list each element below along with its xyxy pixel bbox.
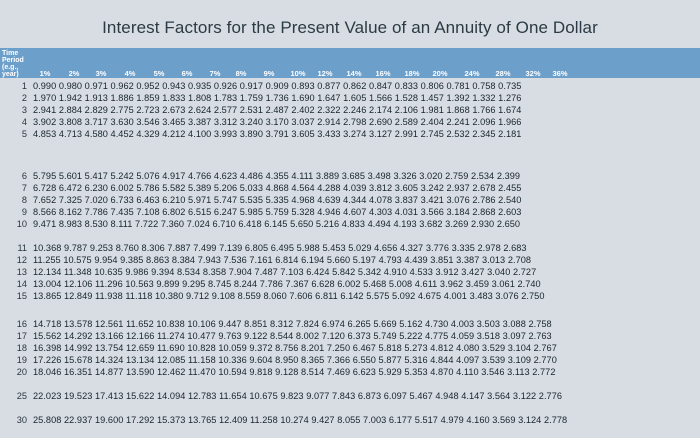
period-number: 11 bbox=[17, 243, 27, 253]
period-number: 9 bbox=[21, 207, 27, 217]
row-factor-values: 12.134 11.348 10.635 9.986 9.394 8.534 8… bbox=[33, 267, 537, 277]
table-row: 5 4.853 4.713 4.580 4.452 4.329 4.212 4.1… bbox=[0, 128, 700, 140]
table-row: 19 17.226 15.678 14.324 13.134 12.085 11.… bbox=[0, 354, 700, 366]
table-row: 20 18.046 16.351 14.877 13.590 12.462 11.… bbox=[0, 366, 700, 378]
period-number: 12 bbox=[16, 255, 27, 265]
period-number: 5 bbox=[21, 129, 27, 139]
page-title: Interest Factors for the Present Value o… bbox=[102, 18, 598, 37]
period-number: 10 bbox=[16, 219, 27, 229]
table-row: 13 12.134 11.348 10.635 9.986 9.394 8.534… bbox=[0, 266, 700, 278]
period-number: 8 bbox=[21, 195, 27, 205]
period-number: 18 bbox=[16, 343, 27, 353]
row-factor-values: 5.795 5.601 5.417 5.242 5.076 4.917 4.76… bbox=[33, 171, 521, 181]
row-factor-values: 22.023 19.523 17.413 15.622 14.094 12.78… bbox=[33, 391, 563, 401]
row-factor-values: 1.970 1.942 1.913 1.886 1.859 1.833 1.80… bbox=[33, 93, 522, 103]
period-number: 19 bbox=[16, 355, 27, 365]
rate-column-header: 28% bbox=[495, 69, 511, 78]
rate-column-header: 12% bbox=[317, 69, 333, 78]
row-factor-values: 15.562 14.292 13.166 12.166 11.274 10.47… bbox=[33, 331, 552, 341]
row-factor-values: 11.255 10.575 9.954 9.385 8.863 8.384 7.… bbox=[33, 255, 532, 265]
table-row: 16 14.718 13.578 12.561 11.652 10.838 10.… bbox=[0, 318, 700, 330]
period-number: 16 bbox=[16, 319, 27, 329]
row-factor-values: 3.902 3.808 3.717 3.630 3.546 3.465 3.38… bbox=[33, 117, 522, 127]
rate-column-header: 5% bbox=[153, 69, 165, 78]
row-factor-values: 7.652 7.325 7.020 6.733 6.463 6.210 5.97… bbox=[33, 195, 522, 205]
rate-column-header: 32% bbox=[525, 69, 541, 78]
row-factor-values: 0.990 0.980 0.971 0.962 0.952 0.943 0.93… bbox=[33, 81, 522, 91]
period-number: 3 bbox=[21, 105, 27, 115]
period-number: 14 bbox=[16, 279, 27, 289]
row-factor-values: 13.865 12.849 11.938 11.118 10.380 9.712… bbox=[33, 291, 545, 301]
table-row: 8 7.652 7.325 7.020 6.733 6.463 6.210 5.9… bbox=[0, 194, 700, 206]
table-row: 18 16.398 14.992 13.754 12.659 11.690 10.… bbox=[0, 342, 700, 354]
rate-column-header: 16% bbox=[375, 69, 391, 78]
rate-column-header: 3% bbox=[95, 69, 107, 78]
table-row: 25 22.023 19.523 17.413 15.622 14.094 12.… bbox=[0, 390, 700, 402]
rate-column-header: 8% bbox=[235, 69, 247, 78]
period-number: 17 bbox=[16, 331, 27, 341]
table-row: 30 25.808 22.937 19.600 17.292 15.373 13.… bbox=[0, 414, 700, 426]
period-number: 1 bbox=[21, 81, 27, 91]
table-row: 11 10.368 9.787 9.253 8.760 8.306 7.887 7… bbox=[0, 242, 700, 254]
row-factor-values: 9.471 8.983 8.530 8.111 7.722 7.360 7.02… bbox=[33, 219, 521, 229]
period-number: 4 bbox=[21, 117, 27, 127]
row-factor-values: 4.853 4.713 4.580 4.452 4.329 4.212 4.10… bbox=[33, 129, 522, 139]
period-number: 13 bbox=[16, 267, 27, 277]
row-factor-values: 17.226 15.678 14.324 13.134 12.085 11.15… bbox=[33, 355, 557, 365]
period-number: 2 bbox=[21, 93, 27, 103]
table-row: 14 13.004 12.106 11.296 10.563 9.899 9.29… bbox=[0, 278, 700, 290]
period-number: 30 bbox=[16, 415, 27, 425]
row-factor-values: 18.046 16.351 14.877 13.590 12.462 11.47… bbox=[33, 367, 556, 377]
table-row: 2 1.970 1.942 1.913 1.886 1.859 1.833 1.8… bbox=[0, 92, 700, 104]
rate-column-header: 2% bbox=[68, 69, 80, 78]
rate-column-header: 6% bbox=[181, 69, 193, 78]
row-factor-values: 14.718 13.578 12.561 11.652 10.838 10.10… bbox=[33, 319, 552, 329]
time-period-label: Time Period (e.g., year) bbox=[2, 50, 36, 78]
table-row: 1 0.990 0.980 0.971 0.962 0.952 0.943 0.9… bbox=[0, 80, 700, 92]
table-row: 4 3.902 3.808 3.717 3.630 3.546 3.465 3.3… bbox=[0, 116, 700, 128]
period-number: 20 bbox=[16, 367, 27, 377]
rate-column-header: 10% bbox=[290, 69, 306, 78]
table-row: 17 15.562 14.292 13.166 12.166 11.274 10.… bbox=[0, 330, 700, 342]
row-factor-values: 10.368 9.787 9.253 8.760 8.306 7.887 7.4… bbox=[33, 243, 527, 253]
period-label-line: (e.g., bbox=[2, 64, 19, 71]
rate-column-header: 14% bbox=[346, 69, 362, 78]
rate-column-header: 36% bbox=[552, 69, 568, 78]
table-row: 10 9.471 8.983 8.530 8.111 7.722 7.360 7.… bbox=[0, 218, 700, 230]
rate-column-header: 1% bbox=[39, 69, 51, 78]
rate-column-header: 24% bbox=[464, 69, 480, 78]
table-row: 15 13.865 12.849 11.938 11.118 10.380 9.7… bbox=[0, 290, 700, 302]
rate-column-headers: 1% 2% 3% 4% 5% 6% 7% 8% 9% 10% 12% 14% 16% 18% 20% 24% 2… bbox=[0, 69, 700, 79]
table-row: 9 8.566 8.162 7.786 7.435 7.108 6.802 6.5… bbox=[0, 206, 700, 218]
rate-column-header: 20% bbox=[432, 69, 448, 78]
table-row: 7 6.728 6.472 6.230 6.002 5.786 5.582 5.3… bbox=[0, 182, 700, 194]
row-factor-values: 8.566 8.162 7.786 7.435 7.108 6.802 6.51… bbox=[33, 207, 522, 217]
row-factor-values: 25.808 22.937 19.600 17.292 15.373 13.76… bbox=[33, 415, 568, 425]
period-number: 6 bbox=[21, 171, 27, 181]
row-factor-values: 2.941 2.884 2.829 2.775 2.723 2.673 2.62… bbox=[33, 105, 522, 115]
row-factor-values: 16.398 14.992 13.754 12.659 11.690 10.82… bbox=[33, 343, 557, 353]
column-header-bar bbox=[0, 48, 700, 78]
table-row: 12 11.255 10.575 9.954 9.385 8.863 8.384 … bbox=[0, 254, 700, 266]
table-row: 6 5.795 5.601 5.417 5.242 5.076 4.917 4.7… bbox=[0, 170, 700, 182]
period-label-line: Time bbox=[2, 50, 19, 57]
period-label-line: year) bbox=[2, 71, 19, 78]
rate-column-header: 18% bbox=[404, 69, 420, 78]
row-factor-values: 13.004 12.106 11.296 10.563 9.899 9.295 … bbox=[33, 279, 541, 289]
rate-column-header: 7% bbox=[209, 69, 221, 78]
rate-column-header: 9% bbox=[263, 69, 275, 78]
period-label-line: Period bbox=[2, 57, 24, 64]
period-number: 7 bbox=[21, 183, 27, 193]
period-number: 15 bbox=[16, 291, 27, 301]
rate-column-header: 4% bbox=[124, 69, 136, 78]
table-row: 3 2.941 2.884 2.829 2.775 2.723 2.673 2.6… bbox=[0, 104, 700, 116]
row-factor-values: 6.728 6.472 6.230 6.002 5.786 5.582 5.38… bbox=[33, 183, 522, 193]
period-number: 25 bbox=[16, 391, 27, 401]
